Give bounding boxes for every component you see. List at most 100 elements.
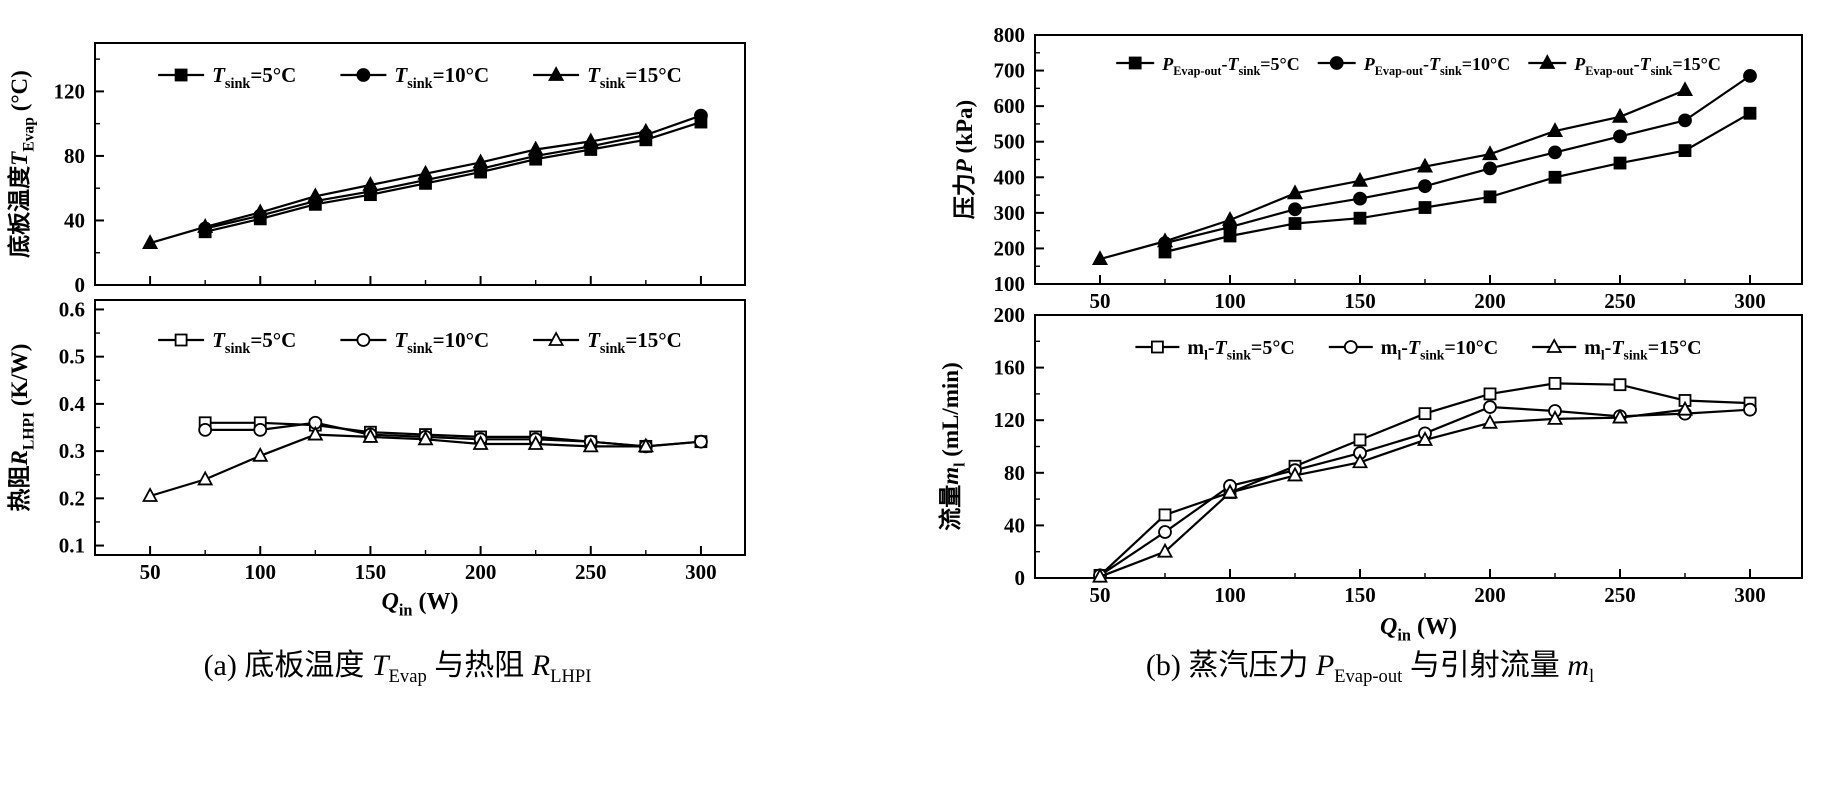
- x-tick-label: 250: [575, 560, 607, 584]
- marker-circle-filled: [1418, 179, 1432, 194]
- marker-square-filled: [1613, 156, 1627, 170]
- marker-triangle-filled: [1546, 122, 1564, 137]
- marker-triangle-filled: [637, 122, 654, 138]
- marker-square-open: [1613, 378, 1627, 392]
- y-tick-label: 200: [994, 303, 1026, 327]
- legend-label: Tsink=10°C: [394, 328, 489, 357]
- marker-circle-open: [253, 422, 268, 437]
- marker-circle-filled: [694, 108, 708, 123]
- chart-evap-temperature: 0 40 80 120 底板温度TEvap (°C) Tsink=5°C Tsink=10°…: [6, 42, 746, 297]
- chart-flow-rate: 50 100 150 200 250 300 0 40 80 120 160 200 流量ml (mL/…: [937, 303, 1803, 645]
- marker-circle-filled: [356, 68, 371, 82]
- x-tick-label: 300: [685, 560, 717, 584]
- legend-item: Tsink=15°C: [533, 63, 682, 92]
- marker-triangle-open: [1156, 542, 1174, 558]
- marker-triangle-filled: [1286, 184, 1304, 200]
- x-tick-label: 300: [1734, 289, 1766, 313]
- series-1-square-open: [1093, 376, 1757, 582]
- legend-label: PEvap-out-Tsink=10°C: [1363, 54, 1511, 78]
- legend-item: Tsink=15°C: [533, 328, 682, 357]
- legend: Tsink=5°C Tsink=10°C Tsink=15°C: [158, 328, 682, 357]
- legend-item: ml-Tsink=5°C: [1135, 337, 1295, 363]
- y-tick-label: 200: [994, 236, 1026, 260]
- marker-triangle-open: [527, 435, 544, 450]
- marker-square-filled: [1548, 170, 1562, 184]
- marker-square-open: [1158, 508, 1172, 522]
- marker-triangle-filled: [252, 203, 269, 219]
- series-3-triangle-filled: [1091, 81, 1694, 266]
- series-line: [1099, 408, 1686, 578]
- legend-item: PEvap-out-Tsink=10°C: [1317, 54, 1511, 78]
- marker-triangle-filled: [1156, 232, 1174, 248]
- marker-triangle-open: [307, 425, 324, 441]
- marker-triangle-open: [1351, 453, 1369, 469]
- marker-square-filled: [1743, 106, 1757, 120]
- marker-triangle-open: [548, 331, 565, 346]
- y-tick-label: 700: [994, 59, 1026, 83]
- y-tick-label: 0.1: [59, 534, 85, 558]
- y-tick-label: 100: [994, 272, 1026, 296]
- marker-circle-open: [356, 333, 371, 347]
- y-axis: 0 40 80 120: [54, 58, 104, 297]
- y-axis: 0 40 80 120 160 200: [994, 303, 1044, 590]
- x-axis: 50 100 150 200 250 300: [140, 546, 717, 584]
- marker-triangle-filled: [548, 66, 565, 81]
- marker-triangle-filled: [1416, 157, 1434, 173]
- marker-square-filled: [1678, 144, 1692, 158]
- marker-triangle-open: [1221, 483, 1239, 499]
- marker-triangle-filled: [1611, 107, 1629, 123]
- marker-triangle-open: [582, 437, 599, 453]
- y-tick-label: 120: [54, 79, 86, 103]
- legend-label: ml-Tsink=15°C: [1584, 337, 1701, 363]
- x-tick-label: 150: [355, 560, 387, 584]
- legend-label: Tsink=10°C: [394, 63, 489, 92]
- marker-circle-filled: [1548, 145, 1562, 160]
- marker-triangle-open: [472, 435, 489, 450]
- y-tick-label: 500: [994, 130, 1026, 154]
- marker-circle-open: [1743, 402, 1757, 417]
- marker-triangle-filled: [307, 187, 324, 203]
- marker-triangle-filled: [527, 140, 544, 156]
- x-tick-label: 200: [465, 560, 497, 584]
- x-axis: 50 100 150 200 250 300: [1090, 569, 1766, 607]
- marker-triangle-open: [362, 428, 379, 443]
- x-axis-label: Qin (W): [1380, 614, 1457, 645]
- marker-triangle-open: [1676, 400, 1694, 416]
- y-tick-label: 600: [994, 94, 1026, 118]
- x-tick-label: 150: [1344, 289, 1376, 313]
- legend: Tsink=5°C Tsink=10°C Tsink=15°C: [158, 63, 682, 92]
- legend-item: Tsink=5°C: [158, 328, 296, 357]
- marker-circle-open: [1158, 525, 1172, 539]
- series-line: [1099, 89, 1686, 261]
- y-tick-label: 40: [1004, 513, 1025, 537]
- series-line: [1164, 112, 1751, 254]
- legend-item: Tsink=10°C: [340, 63, 489, 92]
- marker-square-open: [1548, 376, 1562, 390]
- series-1-square-filled: [1158, 106, 1757, 259]
- x-tick-label: 100: [245, 560, 277, 584]
- x-tick-label: 200: [1474, 289, 1506, 313]
- marker-triangle-filled: [472, 153, 489, 169]
- marker-triangle-open: [252, 446, 269, 462]
- x-tick-label: 50: [140, 560, 161, 584]
- y-tick-label: 0.5: [59, 345, 85, 369]
- marker-triangle-open: [417, 430, 434, 446]
- x-tick-label: 100: [1214, 583, 1246, 607]
- marker-triangle-open: [637, 437, 654, 453]
- legend-item: PEvap-out-Tsink=5°C: [1116, 54, 1300, 78]
- marker-square-filled: [1483, 190, 1497, 204]
- series-line: [149, 433, 646, 498]
- legend-item: PEvap-out-Tsink=15°C: [1528, 54, 1721, 78]
- marker-circle-filled: [1483, 161, 1497, 176]
- caption-b: (b) 蒸汽压力 PEvap-out 与引射流量 ml: [1145, 649, 1595, 687]
- marker-triangle-open: [1546, 409, 1564, 425]
- y-tick-label: 400: [994, 165, 1026, 189]
- x-axis-label: Qin (W): [382, 589, 459, 620]
- y-axis: 0.1 0.2 0.3 0.4 0.5 0.6: [59, 297, 104, 558]
- y-tick-label: 0.3: [59, 439, 85, 463]
- marker-triangle-open: [1091, 567, 1109, 583]
- x-tick-label: 300: [1734, 583, 1766, 607]
- series-line: [149, 130, 646, 245]
- legend-item: ml-Tsink=15°C: [1532, 337, 1702, 363]
- legend-label: Tsink=5°C: [212, 63, 296, 92]
